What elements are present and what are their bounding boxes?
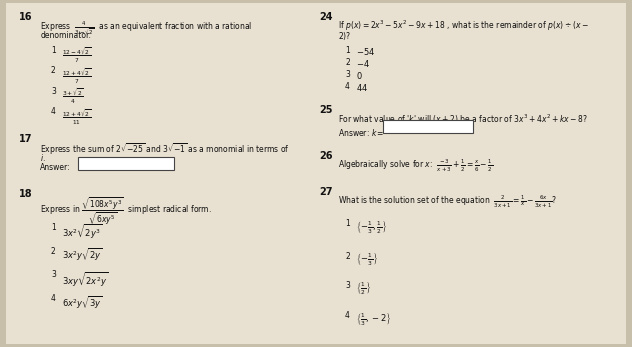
Bar: [383, 120, 473, 133]
Text: 3: 3: [51, 270, 56, 279]
Text: $\left\{\frac{1}{2}\right\}$: $\left\{\frac{1}{2}\right\}$: [356, 281, 372, 297]
Text: 26: 26: [319, 151, 332, 161]
Text: 27: 27: [319, 187, 332, 197]
Text: $3x^2y\sqrt{2y}$: $3x^2y\sqrt{2y}$: [62, 247, 102, 263]
Text: For what value of '$k$' will $(x+2)$ be a factor of $3x^3+4x^2+kx-8$?: For what value of '$k$' will $(x+2)$ be …: [337, 112, 587, 126]
Text: $\left\{\frac{1}{3},-2\right\}$: $\left\{\frac{1}{3},-2\right\}$: [356, 311, 391, 328]
Text: 1: 1: [51, 46, 56, 55]
Text: $3x^2\sqrt{2y^3}$: $3x^2\sqrt{2y^3}$: [62, 223, 102, 242]
Text: 3: 3: [345, 281, 350, 290]
Text: $-4$: $-4$: [356, 58, 370, 69]
Text: $\frac{12+4\sqrt{2}}{7}$: $\frac{12+4\sqrt{2}}{7}$: [62, 66, 92, 86]
Text: 4: 4: [345, 82, 350, 91]
Text: 16: 16: [19, 12, 32, 22]
Text: 1: 1: [51, 223, 56, 232]
Text: Answer: $k=$: Answer: $k=$: [337, 127, 384, 137]
Text: denominator.: denominator.: [40, 31, 91, 40]
Text: Algebraically solve for $x$:  $\frac{-3}{x+3}+\frac{1}{2}=\frac{x}{6}-\frac{1}{2: Algebraically solve for $x$: $\frac{-3}{…: [337, 158, 493, 175]
Text: $\left\{-\frac{1}{3},\frac{1}{2}\right\}$: $\left\{-\frac{1}{3},\frac{1}{2}\right\}…: [356, 219, 387, 236]
Text: $-54$: $-54$: [356, 46, 375, 57]
Bar: [78, 157, 174, 170]
Text: If $p(x)=2x^3-5x^2-9x+18$ , what is the remainder of $p(x)\div(x-$: If $p(x)=2x^3-5x^2-9x+18$ , what is the …: [337, 19, 588, 33]
Text: 25: 25: [319, 105, 332, 116]
Text: Answer:: Answer:: [40, 163, 71, 172]
Text: 24: 24: [319, 12, 332, 22]
Text: $0$: $0$: [356, 70, 363, 81]
Text: What is the solution set of the equation  $\frac{2}{3x+1}=\frac{1}{x}-\frac{6x}{: What is the solution set of the equation…: [337, 194, 557, 210]
Text: $2)$?: $2)$?: [337, 30, 351, 42]
Text: Express in $\dfrac{\sqrt{108x^5y^3}}{\sqrt{6xy^5}}$  simplest radical form.: Express in $\dfrac{\sqrt{108x^5y^3}}{\sq…: [40, 196, 212, 228]
Text: 3: 3: [345, 70, 350, 79]
Text: $\frac{12-4\sqrt{2}}{7}$: $\frac{12-4\sqrt{2}}{7}$: [62, 46, 92, 65]
FancyBboxPatch shape: [6, 3, 626, 344]
Text: $\left\{-\frac{1}{3}\right\}$: $\left\{-\frac{1}{3}\right\}$: [356, 252, 379, 268]
Text: $3xy\sqrt{2x^2y}$: $3xy\sqrt{2x^2y}$: [62, 270, 108, 290]
Text: $44$: $44$: [356, 82, 368, 93]
Text: 3: 3: [51, 87, 56, 96]
Text: $\frac{3+\sqrt{2}}{4}$: $\frac{3+\sqrt{2}}{4}$: [62, 87, 84, 106]
Text: $\frac{12+4\sqrt{2}}{11}$: $\frac{12+4\sqrt{2}}{11}$: [62, 107, 92, 127]
Text: $6x^2y\sqrt{3y}$: $6x^2y\sqrt{3y}$: [62, 294, 102, 311]
Text: 1: 1: [345, 46, 350, 55]
Text: 18: 18: [19, 189, 32, 199]
Text: 2: 2: [51, 66, 56, 75]
Text: Express  $\frac{4}{3-\sqrt{2}}$  as an equivalent fraction with a rational: Express $\frac{4}{3-\sqrt{2}}$ as an equ…: [40, 19, 253, 37]
Text: 4: 4: [51, 294, 56, 303]
Text: 4: 4: [51, 107, 56, 116]
Text: 2: 2: [51, 247, 56, 256]
Text: 2: 2: [345, 58, 350, 67]
Text: 1: 1: [345, 219, 350, 228]
Text: 17: 17: [19, 134, 32, 144]
Text: 2: 2: [345, 252, 350, 261]
Text: 4: 4: [345, 311, 350, 320]
Text: Express the sum of $2\sqrt{-25}$ and $3\sqrt{-1}$ as a monomial in terms of: Express the sum of $2\sqrt{-25}$ and $3\…: [40, 141, 290, 156]
Text: $i$.: $i$.: [40, 152, 46, 163]
